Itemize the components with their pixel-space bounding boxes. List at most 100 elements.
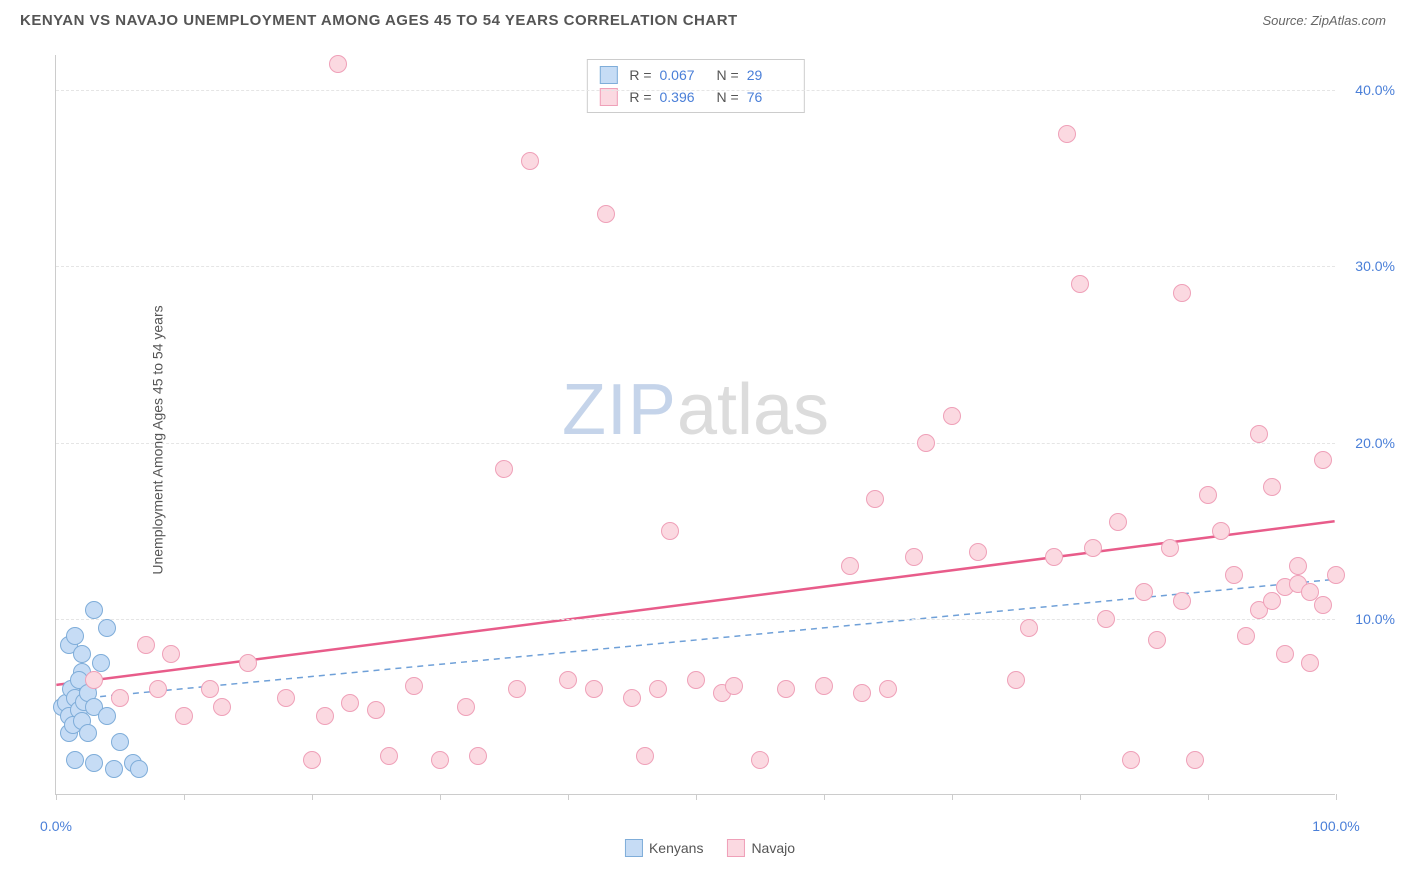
scatter-point (1276, 645, 1294, 663)
y-tick-label: 10.0% (1355, 611, 1395, 627)
scatter-point (85, 601, 103, 619)
scatter-point (1212, 522, 1230, 540)
scatter-point (777, 680, 795, 698)
scatter-point (853, 684, 871, 702)
legend-item: Kenyans (625, 839, 703, 857)
stats-row: R =0.067N =29 (599, 64, 791, 86)
scatter-point (303, 751, 321, 769)
legend-swatch (727, 839, 745, 857)
scatter-point (597, 205, 615, 223)
scatter-point (1045, 548, 1063, 566)
scatter-point (1301, 654, 1319, 672)
legend-swatch (625, 839, 643, 857)
watermark-atlas: atlas (677, 370, 829, 450)
x-tick (1080, 794, 1081, 800)
scatter-point (316, 707, 334, 725)
scatter-point (1314, 596, 1332, 614)
scatter-point (841, 557, 859, 575)
stat-n-label: N = (717, 89, 739, 105)
stat-r-value: 0.067 (660, 67, 705, 83)
scatter-point (367, 701, 385, 719)
x-tick (312, 794, 313, 800)
scatter-point (73, 645, 91, 663)
scatter-point (1020, 619, 1038, 637)
chart-title: KENYAN VS NAVAJO UNEMPLOYMENT AMONG AGES… (20, 12, 738, 29)
legend-label: Navajo (751, 840, 795, 856)
stat-r-label: R = (629, 67, 651, 83)
scatter-point (1314, 451, 1332, 469)
scatter-point (636, 747, 654, 765)
scatter-point (111, 733, 129, 751)
scatter-point (341, 694, 359, 712)
x-tick (952, 794, 953, 800)
scatter-point (1071, 275, 1089, 293)
scatter-point (66, 751, 84, 769)
y-tick-label: 20.0% (1355, 435, 1395, 451)
scatter-point (213, 698, 231, 716)
scatter-point (866, 490, 884, 508)
scatter-point (457, 698, 475, 716)
scatter-point (1084, 539, 1102, 557)
scatter-point (175, 707, 193, 725)
x-tick (824, 794, 825, 800)
scatter-point (585, 680, 603, 698)
scatter-point (98, 619, 116, 637)
x-tick-label: 0.0% (40, 818, 72, 834)
stat-r-label: R = (629, 89, 651, 105)
scatter-point (623, 689, 641, 707)
source-attribution: Source: ZipAtlas.com (1262, 13, 1386, 28)
x-tick (1208, 794, 1209, 800)
scatter-point (405, 677, 423, 695)
scatter-point (815, 677, 833, 695)
scatter-point (879, 680, 897, 698)
scatter-point (130, 760, 148, 778)
scatter-point (687, 671, 705, 689)
scatter-point (201, 680, 219, 698)
scatter-point (239, 654, 257, 672)
scatter-point (162, 645, 180, 663)
chart-container: Unemployment Among Ages 45 to 54 years Z… (55, 55, 1365, 825)
scatter-point (1135, 583, 1153, 601)
x-tick (568, 794, 569, 800)
watermark-zip: ZIP (562, 370, 677, 450)
scatter-point (1237, 627, 1255, 645)
stat-n-value: 76 (747, 89, 792, 105)
scatter-point (149, 680, 167, 698)
x-tick (184, 794, 185, 800)
scatter-point (85, 754, 103, 772)
scatter-point (1097, 610, 1115, 628)
scatter-point (98, 707, 116, 725)
scatter-point (1263, 592, 1281, 610)
scatter-point (79, 724, 97, 742)
stat-n-label: N = (717, 67, 739, 83)
scatter-point (1173, 592, 1191, 610)
gridline (56, 266, 1335, 267)
scatter-point (1225, 566, 1243, 584)
scatter-point (905, 548, 923, 566)
plot-area: ZIPatlas R =0.067N =29R =0.396N =76 10.0… (55, 55, 1335, 795)
scatter-point (137, 636, 155, 654)
scatter-point (943, 407, 961, 425)
stat-r-value: 0.396 (660, 89, 705, 105)
legend-item: Navajo (727, 839, 795, 857)
legend-swatch (599, 66, 617, 84)
scatter-point (1263, 478, 1281, 496)
scatter-point (521, 152, 539, 170)
gridline (56, 90, 1335, 91)
scatter-point (111, 689, 129, 707)
scatter-point (1058, 125, 1076, 143)
scatter-point (1148, 631, 1166, 649)
scatter-point (661, 522, 679, 540)
x-tick (1336, 794, 1337, 800)
scatter-point (431, 751, 449, 769)
scatter-point (92, 654, 110, 672)
scatter-point (380, 747, 398, 765)
scatter-point (66, 627, 84, 645)
y-tick-label: 30.0% (1355, 258, 1395, 274)
scatter-point (751, 751, 769, 769)
gridline (56, 443, 1335, 444)
scatter-point (1161, 539, 1179, 557)
bottom-legend: Kenyans Navajo (625, 839, 795, 857)
scatter-point (1199, 486, 1217, 504)
scatter-point (649, 680, 667, 698)
